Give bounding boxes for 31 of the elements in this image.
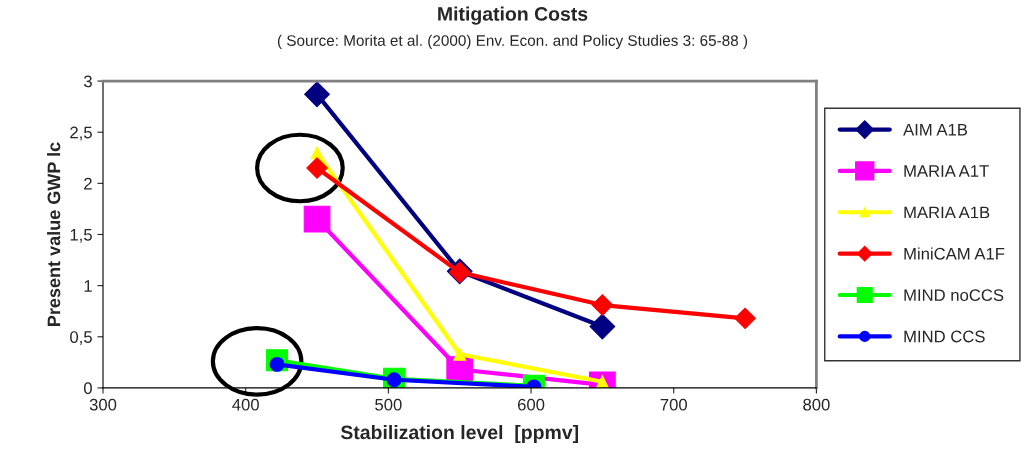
legend-label: AIM A1B: [903, 123, 968, 136]
x-tick-label: 700: [660, 398, 687, 411]
y-tick-label: 2: [84, 177, 92, 190]
y-tick-label: 1: [84, 280, 92, 292]
point: [303, 205, 331, 233]
x-axis-title: Stabilization level [ppmv]: [340, 424, 579, 444]
chart-title: Mitigation Costs: [438, 6, 588, 25]
y-tick-label: 3: [83, 75, 92, 88]
x-tick-label: 500: [375, 398, 402, 411]
point: [310, 146, 324, 160]
x-tick-label: 800: [803, 398, 830, 411]
x-tick-label: 300: [89, 398, 117, 411]
point: [591, 294, 614, 316]
legend-label: MIND noCCS: [904, 289, 1004, 302]
point: [306, 157, 328, 179]
y-tick-label: 0,5: [70, 331, 92, 345]
legend-label: MARIA A1T: [904, 165, 989, 177]
legend-label: MIND CCS: [904, 330, 985, 343]
x-tick-label: 600: [518, 398, 545, 411]
x-tick-label: 400: [232, 398, 259, 411]
y-tick-label: 1,5: [70, 229, 92, 243]
y-tick-label: 2,5: [70, 126, 92, 141]
chart-subtitle: ( Source: Morita et al. (2000) Env. Econ. and Policy Studies 3: 65-88 ): [277, 34, 748, 49]
y-axis-title: Present value GWP lc: [47, 142, 61, 326]
y-tick-label: 0: [83, 382, 92, 395]
legend-label: MARIA A1B: [904, 206, 990, 219]
point: [734, 307, 756, 330]
legend-label: MiniCAM A1F: [904, 247, 1005, 260]
point: [589, 313, 616, 340]
point: [304, 81, 330, 108]
point: [453, 347, 467, 361]
